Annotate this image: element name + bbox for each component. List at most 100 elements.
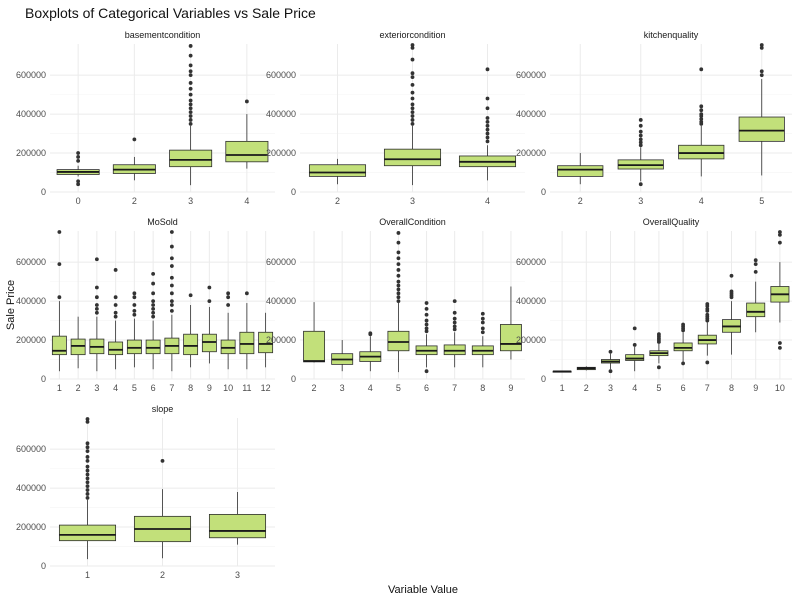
outlier-point [169, 256, 174, 261]
outlier-point [485, 131, 490, 136]
outlier-point [638, 129, 643, 134]
outlier-point [452, 310, 457, 315]
outlier-point [113, 268, 118, 272]
outlier-point [638, 118, 643, 122]
y-tick-label: 200000 [16, 522, 46, 532]
outlier-point [681, 361, 685, 366]
outlier-point [410, 71, 415, 76]
outlier-point [169, 264, 174, 268]
outlier-point [699, 67, 704, 72]
outlier-point [638, 137, 643, 142]
x-tick-label: 5 [132, 383, 137, 393]
outlier-point [396, 291, 401, 296]
y-tick-label: 600000 [266, 70, 296, 80]
outlier-point [85, 455, 90, 459]
y-tick-label: 200000 [516, 335, 546, 345]
box-7 [164, 230, 180, 372]
outlier-point [113, 295, 118, 300]
outlier-point [753, 269, 758, 274]
outlier-point [410, 45, 415, 50]
outlier-point [485, 106, 490, 111]
outlier-point [396, 287, 401, 292]
outlier-point [85, 480, 90, 485]
box-6 [145, 271, 161, 370]
box-4 [625, 326, 645, 372]
x-tick-label: 4 [485, 196, 490, 206]
outlier-point [244, 99, 249, 104]
iqr-box [108, 341, 124, 356]
box-4 [108, 268, 124, 370]
y-tick-label: 0 [541, 374, 546, 384]
outlier-point [410, 75, 415, 80]
box-2 [557, 153, 604, 185]
outlier-point [169, 303, 174, 307]
x-tick-label: 3 [340, 383, 345, 393]
box-3 [383, 43, 442, 186]
outlier-point [151, 303, 156, 307]
y-tick-label: 600000 [516, 70, 546, 80]
y-tick-label: 600000 [266, 257, 296, 267]
box-1 [552, 370, 572, 373]
outlier-point [410, 121, 415, 126]
box-12 [258, 312, 274, 368]
outlier-point [207, 299, 212, 304]
box-7 [443, 299, 466, 368]
iqr-box [625, 354, 645, 361]
outlier-point [759, 73, 764, 78]
iqr-box [557, 165, 604, 177]
outlier-point [485, 119, 490, 124]
outlier-point [452, 327, 457, 332]
facet-panel-exteriorcondition: exteriorcondition 0 200000 400000 600000 2 3 4 [266, 30, 525, 206]
outlier-point [778, 341, 782, 345]
facet-panel-overallcondition: OverallCondition 0 200000 400000 600000 2 3 4 5 6… [266, 217, 525, 393]
outlier-point [151, 306, 156, 311]
box-8 [722, 273, 741, 355]
x-tick-label: 4 [368, 383, 373, 393]
outlier-point [424, 318, 429, 323]
box-5 [387, 231, 410, 373]
outlier-point [638, 140, 643, 145]
facet-strip-label: exteriorcondition [379, 30, 445, 40]
box-4 [678, 67, 725, 177]
y-tick-label: 0 [41, 374, 46, 384]
x-tick-label: 12 [261, 383, 271, 393]
iqr-box [387, 330, 410, 352]
outlier-point [410, 57, 415, 62]
outlier-point [480, 311, 485, 316]
facet-panel-basementcondition: basementcondition 0 200000 400000 600000 0 2 3 4 [16, 30, 275, 206]
box-0 [56, 151, 100, 187]
iqr-box [746, 302, 766, 318]
iqr-box [58, 524, 117, 542]
outlier-point [169, 230, 174, 234]
outlier-point [778, 230, 782, 234]
box-5 [738, 43, 785, 176]
box-3 [89, 257, 105, 372]
outlier-point [85, 484, 90, 489]
outlier-point [759, 69, 764, 74]
outlier-point [188, 69, 193, 74]
outlier-point [169, 308, 174, 313]
outlier-point [188, 86, 193, 91]
outlier-point [424, 329, 429, 334]
x-tick-label: 3 [410, 196, 415, 206]
x-tick-label: 1 [85, 570, 90, 580]
outlier-point [57, 262, 62, 267]
outlier-point [132, 291, 137, 296]
x-tick-label: 3 [94, 383, 99, 393]
x-tick-label: 5 [656, 383, 661, 393]
outlier-point [705, 306, 710, 311]
outlier-point [396, 231, 401, 235]
outlier-point [699, 119, 704, 124]
iqr-box [303, 330, 326, 363]
outlier-point [759, 45, 764, 50]
box-4 [458, 67, 517, 181]
outlier-point [424, 369, 429, 374]
outlier-point [424, 301, 429, 305]
y-tick-label: 400000 [266, 296, 296, 306]
y-tick-label: 0 [41, 561, 46, 571]
outlier-point [485, 116, 490, 120]
outlier-point [705, 312, 710, 317]
outlier-point [608, 369, 613, 374]
